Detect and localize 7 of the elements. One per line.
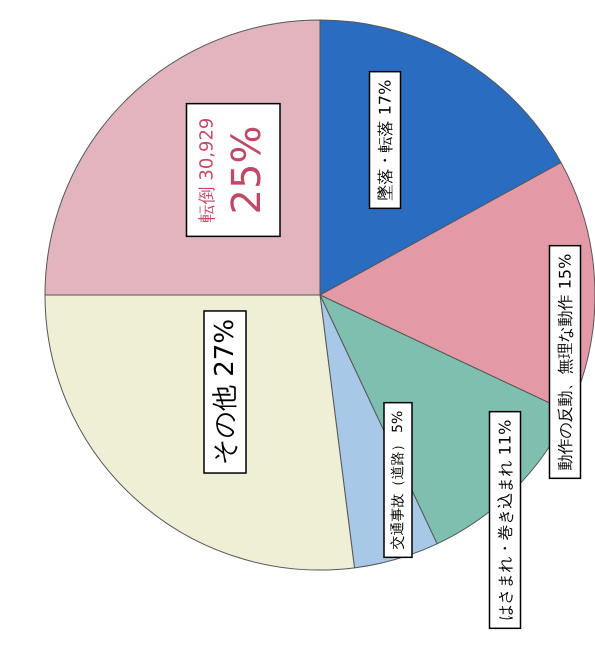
slice-label: はさまれ・巻き込まれ 11% xyxy=(496,420,514,620)
slice-label: 交通事故（道路） 5% xyxy=(390,410,406,550)
slice-label: 墜落・転落 17% xyxy=(376,80,394,200)
slice-label: 動作の反動、無理な動作 15% xyxy=(556,254,574,470)
slice-label: その他 27% xyxy=(210,318,240,466)
data-label: 25% xyxy=(224,126,270,214)
category-label: 転倒 30,929 xyxy=(196,118,218,222)
